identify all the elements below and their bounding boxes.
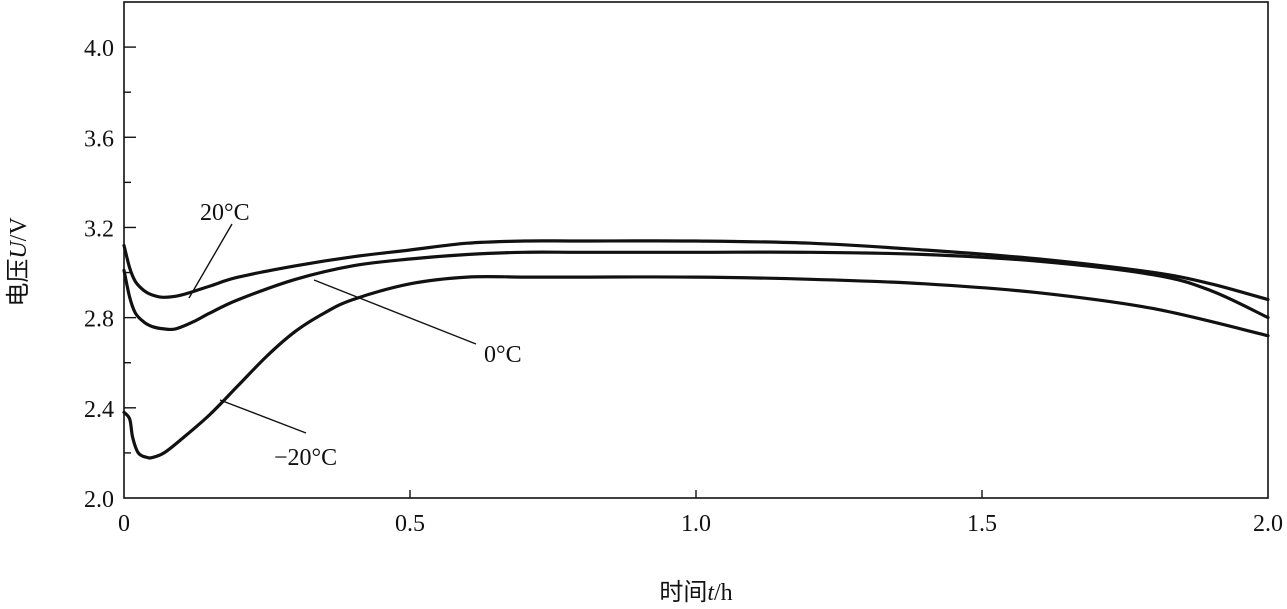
x-axis-title: 时间t/h (659, 578, 732, 606)
x-tick-label: 1.5 (967, 511, 997, 537)
series-lines (122, 239, 1270, 460)
x-tick-label: 1.0 (681, 511, 711, 537)
series-line-20c (122, 239, 1270, 302)
plot-frame-group (123, 1, 1269, 499)
y-axis-title-symbol: U (6, 240, 32, 259)
x-axis-title-unit: /h (714, 580, 733, 606)
annotation-20c-label: 20°C (200, 200, 250, 226)
plot-frame (123, 1, 1269, 499)
y-axis-title-unit: /V (6, 217, 32, 242)
y-axis-title: 电压U/V (4, 217, 32, 307)
y-tick-label: 3.2 (84, 216, 114, 242)
y-axis-title-text: 电压 (4, 259, 32, 307)
y-tick-label: 4.0 (84, 36, 114, 62)
y-tick-label: 2.4 (84, 397, 114, 423)
series-line-minus20c (122, 274, 1270, 460)
x-axis-title-text: 时间 (659, 578, 707, 606)
x-axis-title-symbol: t (707, 580, 715, 606)
annotation-0c-label: 0°C (484, 342, 522, 368)
annotation-minus20c-label: −20°C (274, 445, 337, 471)
annotation-20c-leader (188, 223, 233, 299)
y-tick-label: 2.8 (84, 307, 114, 333)
x-tick-label: 0 (118, 511, 130, 537)
annotation-0c-leader (313, 279, 477, 345)
y-tick-label: 3.6 (84, 126, 114, 152)
annotation-minus20c-leader (219, 399, 307, 434)
x-tick-label: 2.0 (1253, 511, 1283, 537)
axis-ticks: 0 0.5 1.0 1.5 2.0 2.0 2.4 2.8 3.2 3.6 4.0 (84, 36, 1283, 537)
y-tick-label: 2.0 (84, 487, 114, 513)
annotations: 20°C 0°C −20°C (188, 200, 522, 471)
x-tick-label: 0.5 (395, 511, 425, 537)
series-line-0c (122, 250, 1270, 332)
